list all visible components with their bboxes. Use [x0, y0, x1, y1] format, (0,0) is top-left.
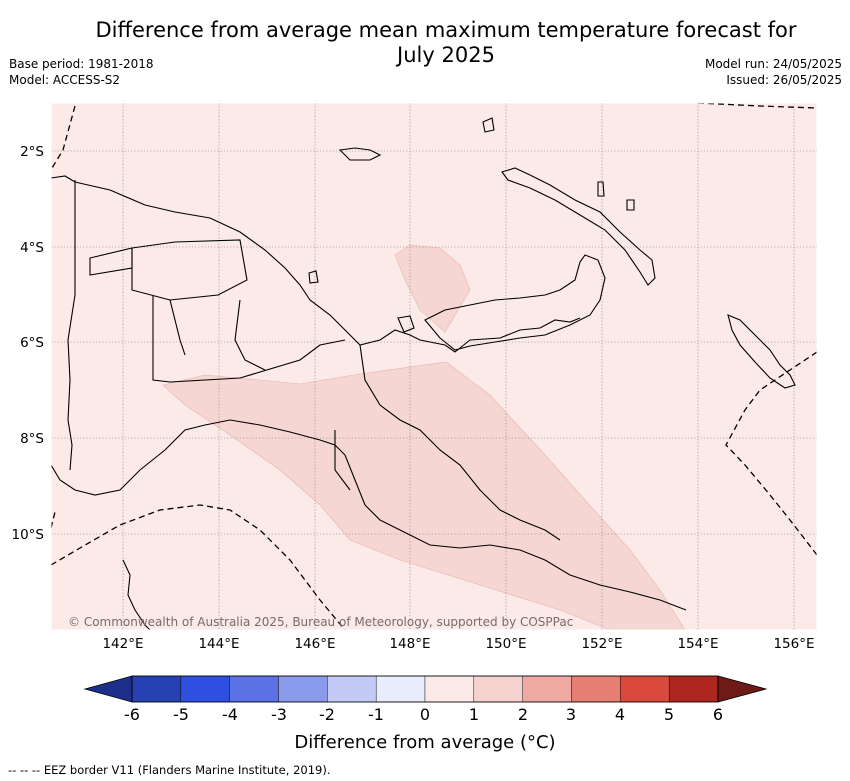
colorbar-label: -3	[271, 705, 287, 724]
colorbar-segment	[278, 675, 328, 703]
title-line-2: July 2025	[397, 43, 495, 67]
lat-tick-label: 4°S	[20, 240, 44, 256]
colorbar-label: 2	[518, 705, 528, 724]
run-info: Model run: 24/05/2025 Issued: 26/05/2025	[705, 56, 842, 88]
colorbar-segment	[327, 675, 377, 703]
colorbar-left-extension	[83, 675, 133, 703]
colorbar-label: 5	[664, 705, 674, 724]
coastlines	[50, 117, 796, 631]
colorbar-title: Difference from average (°C)	[294, 732, 556, 753]
colorbar-label: -1	[368, 705, 384, 724]
lon-tick-label: 148°E	[389, 636, 430, 652]
lon-tick-label: 146°E	[294, 636, 335, 652]
lat-tick-label: 2°S	[20, 144, 44, 160]
colorbar-label: -6	[124, 705, 140, 724]
colorbar-frame	[131, 675, 719, 703]
colorbar-label: 6	[713, 705, 723, 724]
lat-tick-label: 8°S	[20, 431, 44, 447]
colorbar-label: 0	[420, 705, 430, 724]
colorbar-label: 4	[615, 705, 625, 724]
colorbar-segment	[473, 675, 523, 703]
lon-tick-labels: 142°E 144°E 146°E 148°E 150°E 152°E 154°…	[102, 636, 814, 652]
colorbar-label: -5	[173, 705, 189, 724]
gridlines	[51, 103, 817, 630]
issued-date: Issued: 26/05/2025	[726, 73, 842, 87]
chart-title: Difference from average mean maximum tem…	[90, 18, 802, 68]
colorbar-segment	[180, 675, 230, 703]
lon-tick-label: 142°E	[102, 636, 143, 652]
colorbar-label: 3	[566, 705, 576, 724]
colorbar-label: -2	[319, 705, 335, 724]
eez-borders	[50, 102, 818, 631]
lon-tick-label: 150°E	[485, 636, 526, 652]
colorbar-segment	[229, 675, 279, 703]
copyright-text: © Commonwealth of Australia 2025, Bureau…	[68, 615, 573, 629]
model-name: Model: ACCESS-S2	[9, 73, 121, 87]
model-run: Model run: 24/05/2025	[704, 57, 842, 71]
colorbar-segment	[131, 675, 182, 703]
colorbar-label: -4	[222, 705, 238, 724]
colorbar-segment	[424, 675, 475, 703]
colorbar: -6 -5 -4 -3 -2 -1 0 1 2 3 4 5 6	[83, 675, 768, 724]
map-frame	[50, 102, 818, 631]
colorbar-labels: -6 -5 -4 -3 -2 -1 0 1 2 3 4 5 6	[124, 705, 723, 724]
base-period: Base period: 1981-2018	[9, 57, 154, 71]
anomaly-region-new-britain	[394, 244, 471, 333]
lon-tick-label: 156°E	[773, 636, 814, 652]
lat-tick-label: 6°S	[20, 335, 44, 351]
lon-tick-label: 144°E	[198, 636, 239, 652]
colorbar-segment	[571, 675, 621, 703]
anomaly-region-png-mainland	[162, 361, 686, 631]
colorbar-right-extension	[717, 675, 768, 703]
lat-tick-labels: 2°S 4°S 6°S 8°S 10°S	[12, 144, 45, 543]
colorbar-segment	[375, 675, 426, 703]
title-line-1: Difference from average mean maximum tem…	[95, 18, 797, 42]
footnote: -- -- -- EEZ border V11 (Flanders Marine…	[8, 763, 331, 777]
model-info: Base period: 1981-2018 Model: ACCESS-S2	[9, 56, 154, 88]
lat-tick-label: 10°S	[12, 527, 45, 543]
colorbar-segments	[131, 675, 719, 703]
lon-tick-label: 152°E	[581, 636, 622, 652]
colorbar-segment	[522, 675, 572, 703]
colorbar-segment	[620, 675, 670, 703]
lon-tick-label: 154°E	[677, 636, 718, 652]
colorbar-segment	[668, 675, 719, 703]
colorbar-label: 1	[469, 705, 479, 724]
